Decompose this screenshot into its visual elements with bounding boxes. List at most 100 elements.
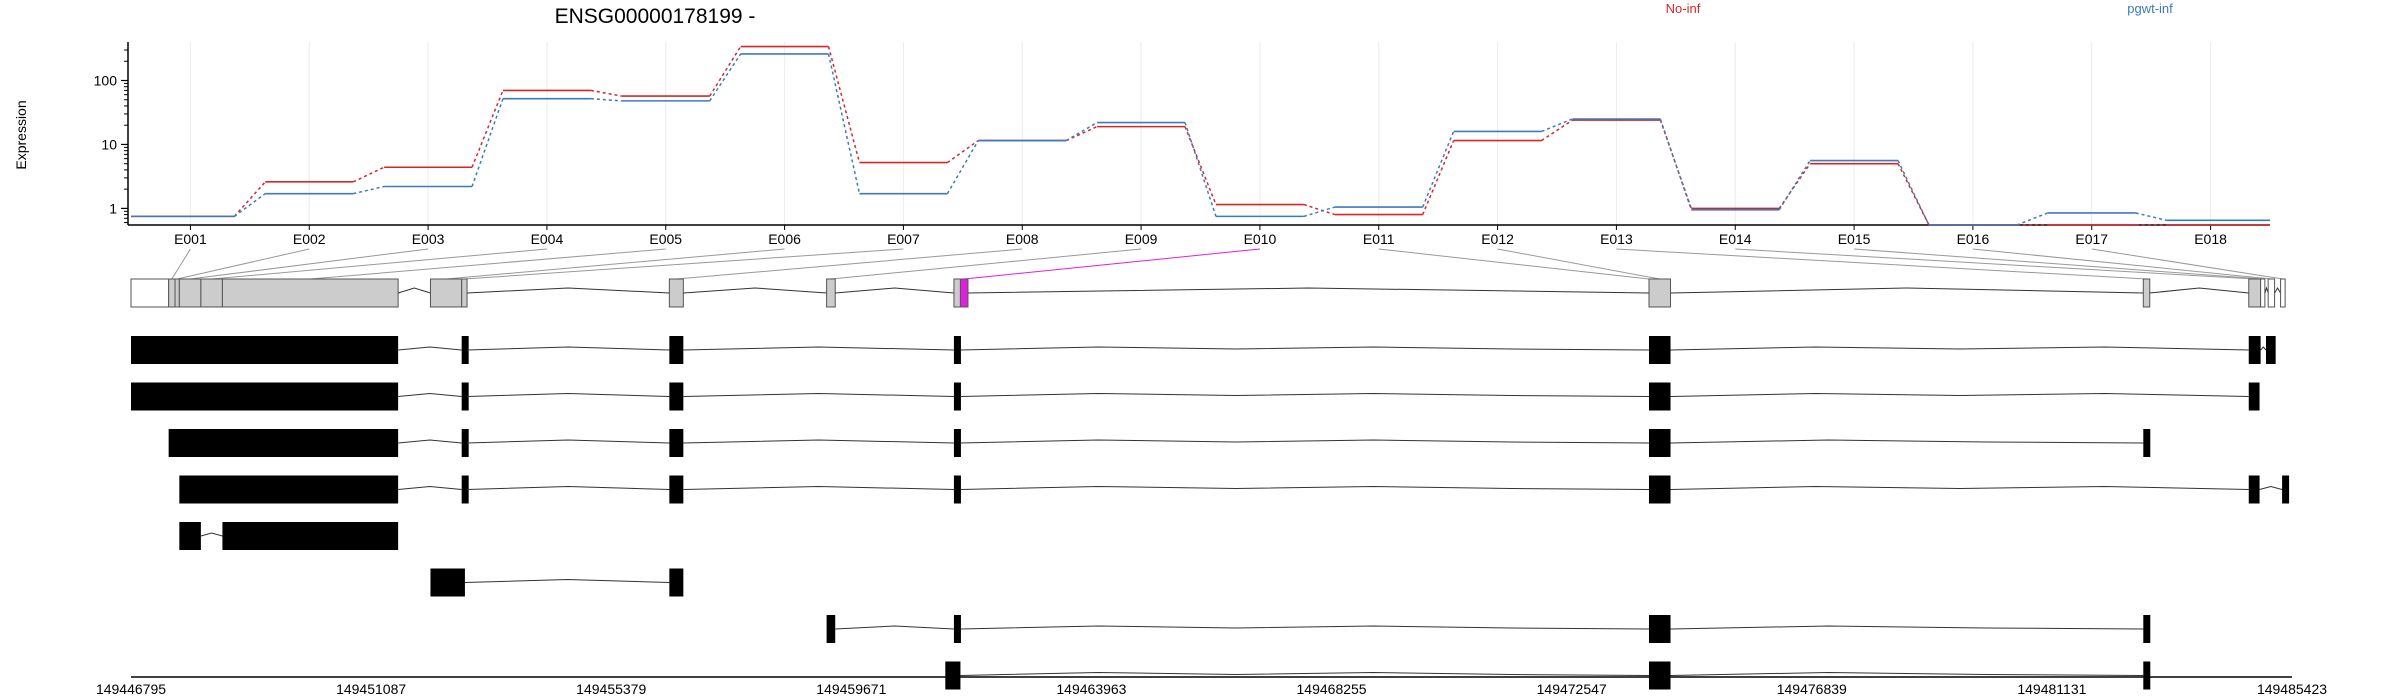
bin-connector [211, 248, 547, 280]
transcript-intron [1670, 346, 2249, 351]
series-connector [1065, 121, 1098, 142]
transcript-exon [131, 382, 399, 411]
transcript-exon [669, 475, 684, 504]
genomic-tick-label: 149459671 [816, 681, 886, 697]
transcript-exon [669, 382, 684, 411]
bin-exon [221, 278, 399, 308]
x-tick-label: E010 [1244, 231, 1277, 247]
series-connector [471, 98, 504, 187]
bin-exon [178, 278, 202, 308]
x-tick-label: E005 [649, 231, 682, 247]
transcript-intron [1670, 392, 2249, 397]
transcript-intron [2259, 485, 2283, 490]
transcript-exon [461, 336, 469, 364]
series-connector [709, 46, 742, 97]
transcript-exon [168, 429, 399, 457]
series-connector [1184, 126, 1217, 205]
transcript-exon [2143, 429, 2151, 457]
bin-connector [1854, 248, 2263, 280]
transcript-exon [953, 429, 961, 457]
bin-connector [310, 248, 666, 280]
series-connector [590, 97, 622, 102]
bin-connector [189, 248, 429, 280]
bin-exon [959, 278, 969, 308]
bin-connector [1972, 248, 2272, 280]
y-axis-label: Expression [13, 100, 29, 169]
x-tick-label: E001 [174, 231, 207, 247]
transcript-5 [179, 522, 399, 550]
genomic-tick-label: 149472547 [1537, 681, 1607, 697]
transcript-intron [683, 392, 954, 397]
series-connector [827, 53, 861, 194]
bin-connector [676, 248, 1023, 280]
bin-exon [1648, 278, 1672, 308]
genomic-tick-label: 149485423 [2257, 681, 2327, 697]
series-connector [709, 53, 742, 102]
bin-intron [2149, 287, 2249, 294]
x-tick-label: E012 [1481, 231, 1514, 247]
gene-model: 149446795 149451087 149455379 149459671 1494… [96, 248, 2327, 697]
transcript-exon [1648, 475, 1671, 504]
x-tick-label: E018 [2194, 231, 2227, 247]
series-connector [353, 185, 385, 195]
series-connector [590, 89, 622, 97]
bin-intron [467, 287, 670, 294]
transcript-exon [1648, 661, 1671, 690]
bin-intron [397, 287, 431, 294]
series-connector [233, 193, 266, 217]
transcript-exon [945, 661, 961, 690]
genomic-tick-label: 149476839 [1777, 681, 1847, 697]
transcript-exon [2248, 475, 2260, 504]
bin-intron [2274, 287, 2282, 294]
transcript-2 [131, 382, 2260, 411]
transcript-exon [2143, 615, 2151, 643]
transcript-intron [960, 392, 1649, 397]
transcript-intron [960, 346, 1649, 351]
transcript-exon [1648, 336, 1671, 364]
transcript-exon [669, 336, 684, 364]
transcript-intron [960, 625, 1649, 630]
bin-intron [683, 287, 827, 294]
series-connector [1303, 206, 1335, 218]
transcript-intron [398, 439, 462, 444]
bin-exon [200, 278, 223, 308]
series-connector [1541, 119, 1573, 142]
transcript-intron [683, 485, 954, 490]
series-connector [1422, 140, 1455, 215]
x-tick-label: E014 [1719, 231, 1752, 247]
bin-connector [964, 248, 1260, 280]
series-connector [1065, 125, 1098, 142]
transcript-1 [131, 336, 2276, 364]
bin-connector [446, 248, 785, 280]
transcript-intron [1670, 439, 2144, 444]
bin-exon [174, 278, 180, 308]
bin-exon [461, 278, 468, 308]
transcript-intron [398, 346, 462, 351]
transcript-intron [1670, 625, 2144, 630]
x-tick-label: E003 [412, 231, 445, 247]
transcript-exon [669, 568, 684, 597]
x-tick-label: E017 [2075, 231, 2108, 247]
bin-exon [168, 278, 176, 308]
x-tick-label: E006 [768, 231, 801, 247]
genomic-tick-label: 149481131 [2017, 681, 2086, 697]
transcript-exon [2143, 661, 2151, 690]
transcript-exon [2248, 382, 2260, 411]
series-pgwt-inf [131, 53, 2270, 226]
bin-exon [2142, 278, 2151, 308]
transcript-intron [467, 346, 670, 351]
bin-connector [830, 248, 1142, 280]
series-connector [471, 90, 504, 168]
transcript-intron [464, 578, 670, 583]
transcript-exon [1648, 615, 1671, 643]
bin-intron [967, 287, 1649, 294]
series-connector [946, 140, 979, 195]
y-tick-label: 1 [109, 200, 117, 216]
transcript-exon [953, 615, 961, 643]
bin-connector [1616, 248, 2147, 280]
transcript-intron [1670, 485, 2249, 490]
series-connector [946, 139, 979, 164]
transcript-3 [168, 429, 2151, 457]
transcript-4 [179, 475, 2290, 504]
